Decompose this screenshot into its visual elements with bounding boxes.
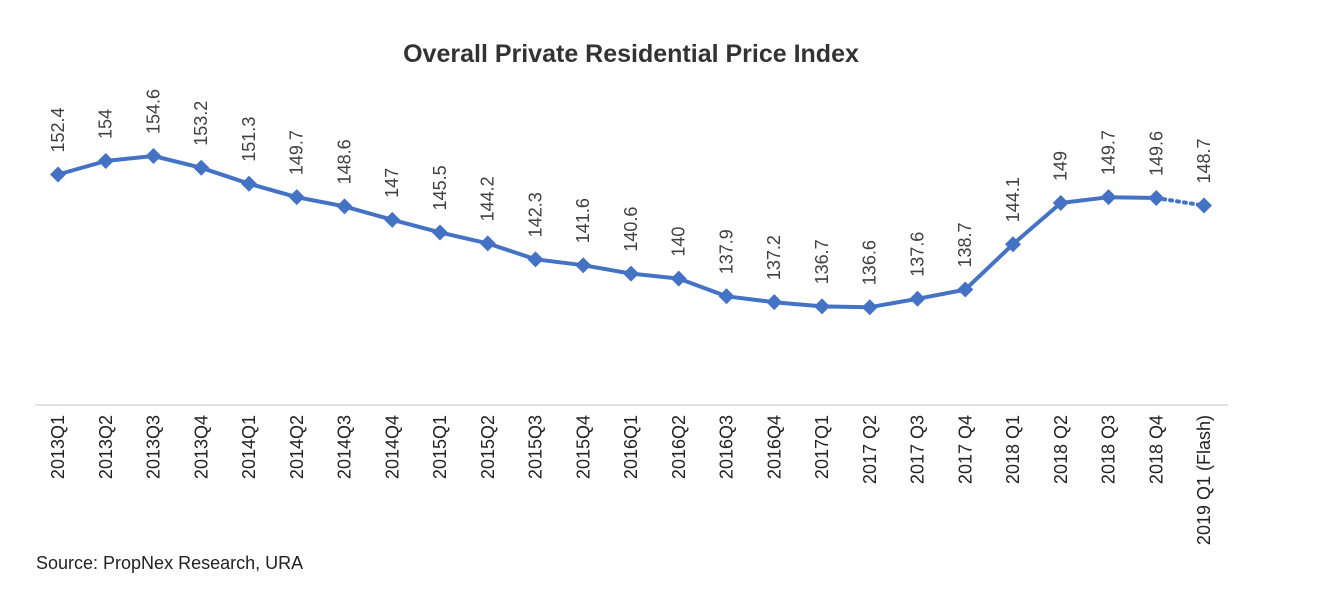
data-point-marker	[957, 281, 974, 298]
x-tick-label: 2018 Q3	[1099, 415, 1119, 484]
data-label: 140	[669, 227, 689, 257]
data-point-marker	[193, 159, 210, 176]
data-label: 137.9	[717, 229, 737, 274]
x-tick-label: 2013Q2	[96, 415, 116, 479]
data-label: 148.6	[335, 139, 355, 184]
x-tick-label: 2015Q3	[526, 415, 546, 479]
data-label: 142.3	[526, 192, 546, 237]
x-tick-label: 2017Q1	[812, 415, 832, 479]
data-point-marker	[336, 198, 353, 215]
data-point-marker	[527, 251, 544, 268]
data-point-marker	[241, 175, 257, 192]
x-tick-label: 2017 Q2	[860, 415, 880, 484]
data-point-marker	[1100, 189, 1117, 206]
data-label: 153.2	[191, 101, 211, 146]
data-point-marker	[623, 265, 639, 282]
data-label: 145.5	[430, 165, 450, 210]
x-tick-label: 2016Q1	[621, 415, 641, 479]
x-tick-label: 2015Q4	[573, 415, 593, 479]
x-tick-label: 2016Q3	[717, 415, 737, 479]
data-label: 149.7	[287, 130, 307, 175]
data-label: 154.6	[144, 89, 164, 134]
x-tick-label: 2015Q2	[478, 415, 498, 479]
data-label: 141.6	[573, 198, 593, 243]
data-label: 147	[382, 168, 402, 198]
data-label: 140.6	[621, 207, 641, 252]
data-label: 137.6	[908, 232, 928, 277]
x-tick-label: 2014Q3	[335, 415, 355, 479]
data-point-marker	[1148, 190, 1165, 206]
data-point-marker	[384, 211, 401, 228]
data-point-marker	[145, 148, 162, 164]
data-point-marker	[909, 290, 926, 307]
data-label: 144.2	[478, 176, 498, 221]
data-point-marker	[575, 257, 592, 274]
data-point-marker	[288, 189, 305, 206]
x-tick-label: 2018 Q4	[1146, 415, 1166, 484]
x-tick-label: 2013Q1	[48, 415, 68, 479]
data-point-marker	[861, 299, 878, 316]
data-label: 148.7	[1194, 139, 1214, 184]
x-tick-label: 2017 Q4	[955, 415, 975, 484]
x-tick-label: 2016Q4	[764, 415, 784, 479]
data-label: 151.3	[239, 117, 259, 162]
x-tick-label: 2014Q1	[239, 415, 259, 479]
data-point-marker	[479, 235, 496, 252]
data-label: 136.7	[812, 239, 832, 284]
data-point-marker	[97, 153, 114, 170]
data-point-marker	[1196, 197, 1212, 214]
x-tick-label: 2016Q2	[669, 415, 689, 479]
data-point-marker	[1052, 195, 1069, 212]
data-label: 138.7	[955, 223, 975, 268]
x-tick-label: 2013Q4	[191, 415, 211, 479]
source-note: Source: PropNex Research, URA	[36, 553, 304, 573]
x-tick-label: 2018 Q1	[1003, 415, 1023, 484]
x-tick-label: 2014Q4	[382, 415, 402, 479]
data-point-marker	[814, 298, 830, 315]
data-label: 136.6	[860, 240, 880, 285]
data-label: 149	[1051, 151, 1071, 181]
x-tick-label: 2014Q2	[287, 415, 307, 479]
data-point-marker	[1005, 236, 1021, 253]
data-label: 137.2	[764, 235, 784, 280]
data-label: 152.4	[48, 107, 68, 152]
x-tick-label: 2018 Q2	[1051, 415, 1071, 484]
data-label: 144.1	[1003, 177, 1023, 222]
data-point-marker	[670, 270, 687, 287]
chart-title: Overall Private Residential Price Index	[403, 40, 859, 68]
data-point-marker	[766, 294, 783, 311]
series-line-flash-segment	[1154, 196, 1206, 208]
data-label: 149.7	[1099, 130, 1119, 175]
x-tick-label: 2015Q1	[430, 415, 450, 479]
data-point-marker	[432, 224, 448, 241]
data-point-marker	[718, 288, 735, 305]
x-tick-label: 2013Q3	[144, 415, 164, 479]
series-line	[57, 154, 1157, 310]
data-label: 149.6	[1146, 131, 1166, 176]
x-tick-label: 2017 Q3	[908, 415, 928, 484]
x-tick-label: 2019 Q1 (Flash)	[1194, 415, 1214, 545]
data-label: 154	[96, 109, 116, 139]
data-point-marker	[50, 166, 66, 183]
